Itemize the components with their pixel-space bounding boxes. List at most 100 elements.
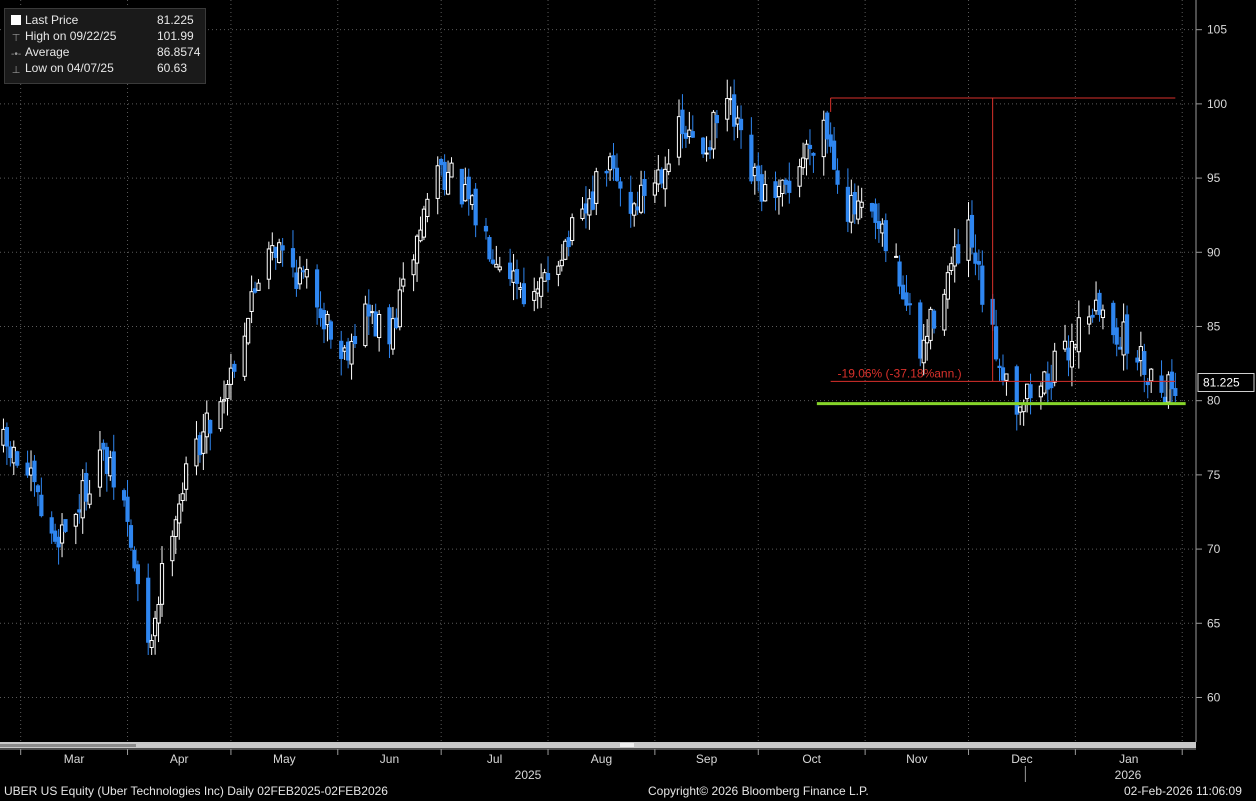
candle-body [1169,371,1174,390]
y-tick-label: 85 [1207,319,1221,333]
candle-body [594,171,599,204]
candle-body [339,340,344,359]
candle-body [918,302,923,359]
candle-body [1076,317,1081,353]
candle-body [197,435,203,456]
candle-body [900,284,906,300]
candle-body [783,179,788,185]
candle-body [104,446,109,474]
candle-body [277,242,282,263]
candle-body [1021,404,1026,413]
candle-body [638,184,644,213]
candle-body [894,255,899,258]
candle-body [1090,314,1095,318]
x-month-label: Mar [64,752,85,766]
candle-body [135,564,140,585]
candle-body [556,265,561,275]
candle-body [869,203,875,212]
candle-body [856,200,861,220]
candle-body [1162,396,1168,404]
candle-body [704,152,709,155]
candle-body [49,517,54,534]
candle-body [859,201,864,208]
candle-body [204,412,209,438]
candle-body [804,143,809,160]
y-tick-label: 80 [1207,394,1221,408]
candle-body [845,186,850,222]
candle-body [1097,292,1102,315]
candle-body [111,451,116,488]
candle-body [1000,367,1006,381]
y-tick-label: 100 [1207,97,1227,111]
candle-body [352,336,358,345]
candle-body [687,129,692,138]
candle-body [101,442,106,450]
candle-body [956,244,961,264]
x-month-label: Jan [1119,752,1138,766]
candle-body [249,291,254,312]
candle-body [149,640,154,648]
candle-body [701,137,706,155]
candle-body [835,170,840,185]
candle-body [390,318,396,350]
candle-body [563,240,568,260]
candle-body [604,170,609,174]
candle-body [490,259,495,264]
candle-body [728,98,733,101]
candle-body [535,288,540,294]
footer-security-info: UBER US Equity (Uber Technologies Inc) D… [4,784,388,798]
candle-body [735,117,740,125]
candle-body [4,427,9,447]
candle-body [1124,314,1130,354]
candle-body [725,98,730,120]
candle-body [8,446,13,459]
candle-body [659,169,664,184]
candle-body [542,272,547,282]
x-month-label: Jul [487,752,502,766]
x-month-label: Jun [380,752,399,766]
candle-body [208,419,213,434]
candle-body [738,118,744,131]
candle-body [1135,357,1140,363]
candle-body [566,237,571,248]
candle-body [180,493,185,502]
candle-body [807,144,813,150]
candle-body [1025,383,1030,400]
candle-body [56,536,61,548]
candle-body [97,449,103,488]
candle-body [270,245,275,253]
candle-body [87,493,92,505]
candle-body [232,363,237,372]
candle-body [628,191,633,214]
candle-body [39,494,44,517]
candle-body [483,225,489,232]
candle-body [1114,327,1119,345]
candle-body [394,317,399,329]
candle-body [349,340,354,365]
candle-body [373,311,378,337]
x-year-label: 2025 [515,768,542,782]
candle-body [714,115,720,124]
candle-body [949,263,954,271]
candle-body [121,490,127,501]
candle-body [225,384,230,400]
candle-body [156,604,161,624]
candle-body [1149,368,1154,382]
candle-body [1038,385,1043,398]
candle-body [800,157,806,169]
candle-body [201,431,206,454]
candle-body [532,291,537,301]
candle-body [321,310,327,330]
candle-body [246,317,251,344]
candle-body [425,198,430,218]
candle-body [1093,299,1099,312]
candle-body [35,485,41,493]
candle-body [128,525,134,548]
candle-body [1145,381,1150,386]
candle-body [387,307,392,345]
candle-body [411,259,416,276]
candle-body [966,219,971,261]
candle-body [421,208,427,238]
candle-body [228,367,234,385]
